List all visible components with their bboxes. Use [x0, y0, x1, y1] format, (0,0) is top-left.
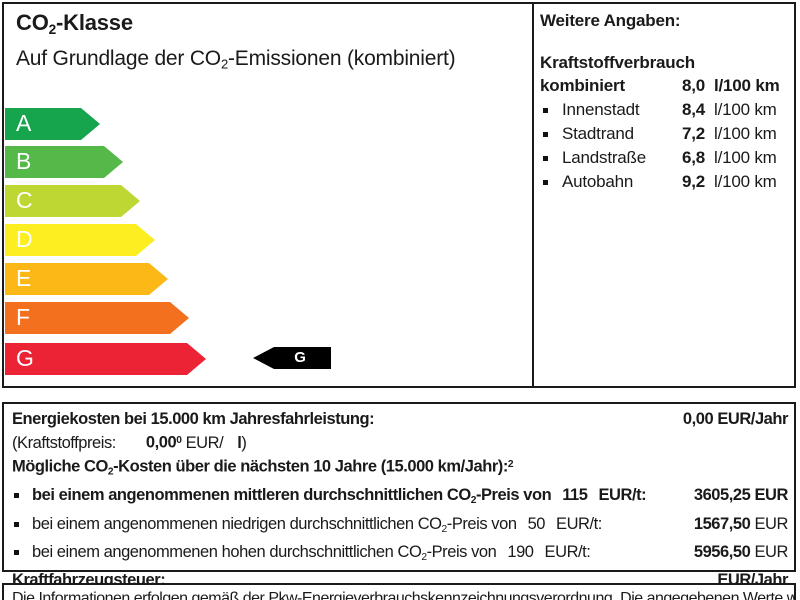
co2-cost-amount: 1567,50 EUR — [693, 514, 789, 533]
bullet-icon — [543, 180, 548, 185]
bullet-icon — [14, 549, 19, 555]
consumption-unit: l/100 km — [714, 172, 777, 191]
details-panel: Weitere Angaben: Kraftstoffverbrauch kom… — [540, 4, 790, 194]
co2-cost-amount: 5956,50 EUR — [693, 542, 789, 561]
consumption-label: Innenstadt — [562, 100, 640, 119]
co2-costs-heading: Mögliche CO2-Kosten über die nächsten 10… — [12, 458, 514, 478]
class-arrow-e: E — [5, 263, 168, 295]
bullet-icon — [543, 108, 548, 113]
class-arrow-b: B — [5, 146, 123, 178]
consumption-value: 6,8 — [681, 148, 705, 167]
legal-notice-text: Die Informationen erfolgen gemäß der Pkw… — [12, 590, 796, 600]
label-header: CO2-Klasse Auf Grundlage der CO2-Emissio… — [16, 10, 456, 77]
class-arrow-d: D — [5, 224, 155, 256]
consumption-value: 8,4 — [681, 100, 705, 119]
fuel-price-row: (Kraftstoffpreis: 0,000 EUR/ l ) — [12, 430, 788, 454]
page-title: CO2-Klasse — [16, 10, 133, 37]
assigned-class-marker: G — [253, 347, 331, 369]
co2-price-unit: EUR/t: — [556, 514, 602, 533]
details-title: Weitere Angaben: — [540, 11, 681, 30]
co2-cost-row-high: bei einem angenommenen hohen durchschnit… — [12, 541, 788, 569]
co2-cost-text: bei einem angenommenen mittleren durchsc… — [32, 486, 552, 507]
co2-price-value: 50 — [527, 514, 546, 533]
energy-costs-row: Energiekosten bei 15.000 km Jahresfahrle… — [12, 408, 788, 430]
page-subtitle: Auf Grundlage der CO2-Emissionen (kombin… — [16, 46, 456, 72]
fuel-price-label: (Kraftstoffpreis: — [12, 434, 116, 452]
energy-costs-value: 0,00 EUR/Jahr — [682, 410, 789, 428]
co2-cost-text: bei einem angenommenen niedrigen durchsc… — [32, 514, 517, 535]
fuel-price-value: 0,000 — [145, 434, 182, 452]
panel-divider — [532, 4, 534, 386]
class-arrow-c: C — [5, 185, 140, 217]
co2-cost-text: bei einem angenommenen hohen durchschnit… — [32, 542, 497, 563]
consumption-label: Autobahn — [562, 172, 634, 191]
co2-cost-row-medium: bei einem angenommenen mittleren durchsc… — [12, 484, 788, 512]
bullet-icon — [14, 493, 19, 499]
energy-costs-label: Energiekosten bei 15.000 km Jahresfahrle… — [12, 410, 375, 428]
co2-price-value: 190 — [507, 542, 534, 561]
fuel-price-currency: EUR/ — [185, 434, 224, 452]
consumption-value: 7,2 — [681, 124, 705, 143]
consumption-value: 8,0 — [681, 76, 705, 95]
consumption-label: Landstraße — [562, 148, 646, 167]
consumption-unit: l/100 km — [714, 124, 777, 143]
consumption-unit: l/100 km — [714, 100, 777, 119]
bullet-icon — [543, 132, 548, 137]
consumption-unit: l/100 km — [714, 148, 777, 167]
energy-costs-box: Energiekosten bei 15.000 km Jahresfahrle… — [2, 402, 796, 589]
co2-cost-amount: 3605,25 EUR — [693, 486, 789, 505]
consumption-row: Stadtrand 7,2 l/100 km — [540, 122, 790, 146]
class-arrow-g: G — [5, 343, 206, 375]
consumption-row: Autobahn 9,2 l/100 km — [540, 170, 790, 194]
consumption-label: Stadtrand — [562, 124, 634, 143]
bullet-icon — [543, 156, 548, 161]
consumption-row-combined: kombiniert 8,0 l/100 km — [540, 74, 790, 98]
co2-price-value: 115 — [562, 486, 588, 505]
consumption-label: kombiniert — [540, 76, 625, 95]
class-arrow-a: A — [5, 108, 100, 140]
co2-price-unit: EUR/t: — [544, 542, 591, 561]
legal-notice-box: Die Informationen erfolgen gemäß der Pkw… — [2, 583, 796, 600]
consumption-row: Innenstadt 8,4 l/100 km — [540, 98, 790, 122]
co2-cost-row-low: bei einem angenommenen niedrigen durchsc… — [12, 513, 788, 541]
co2-price-unit: EUR/t: — [598, 486, 647, 505]
fuel-price-unit: l — [237, 434, 242, 452]
main-label-box: CO2-Klasse Auf Grundlage der CO2-Emissio… — [2, 2, 796, 388]
consumption-title: Kraftstoffverbrauch — [540, 53, 695, 72]
bullet-icon — [14, 521, 19, 527]
consumption-value: 9,2 — [681, 172, 705, 191]
consumption-unit: l/100 km — [714, 76, 780, 95]
consumption-row: Landstraße 6,8 l/100 km — [540, 146, 790, 170]
class-arrow-f: F — [5, 302, 189, 334]
